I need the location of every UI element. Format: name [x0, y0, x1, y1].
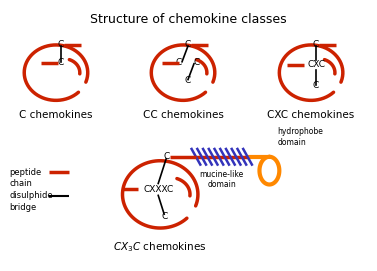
Text: $CX_3C$ chemokines: $CX_3C$ chemokines — [113, 240, 207, 254]
Text: C: C — [58, 40, 64, 49]
Text: C: C — [185, 76, 191, 85]
Text: CXC: CXC — [307, 60, 325, 69]
Text: C chemokines: C chemokines — [19, 110, 93, 120]
Text: mucine-like
domain: mucine-like domain — [200, 170, 244, 189]
Text: peptide
chain: peptide chain — [9, 168, 41, 188]
Text: C: C — [185, 40, 191, 49]
Text: CC chemokines: CC chemokines — [143, 110, 224, 120]
Text: C: C — [313, 40, 319, 49]
Text: C: C — [176, 58, 182, 67]
Text: C: C — [313, 81, 319, 90]
Text: C: C — [163, 152, 169, 161]
Text: C: C — [194, 58, 200, 67]
Text: disulphide
bridge: disulphide bridge — [9, 191, 53, 212]
Text: CXXXC: CXXXC — [143, 185, 173, 194]
Text: hydrophobe
domain: hydrophobe domain — [277, 127, 323, 147]
Text: CXC chemokines: CXC chemokines — [267, 110, 355, 120]
Text: Structure of chemokine classes: Structure of chemokine classes — [90, 13, 286, 26]
Text: C: C — [58, 58, 64, 67]
Text: C: C — [161, 212, 167, 221]
